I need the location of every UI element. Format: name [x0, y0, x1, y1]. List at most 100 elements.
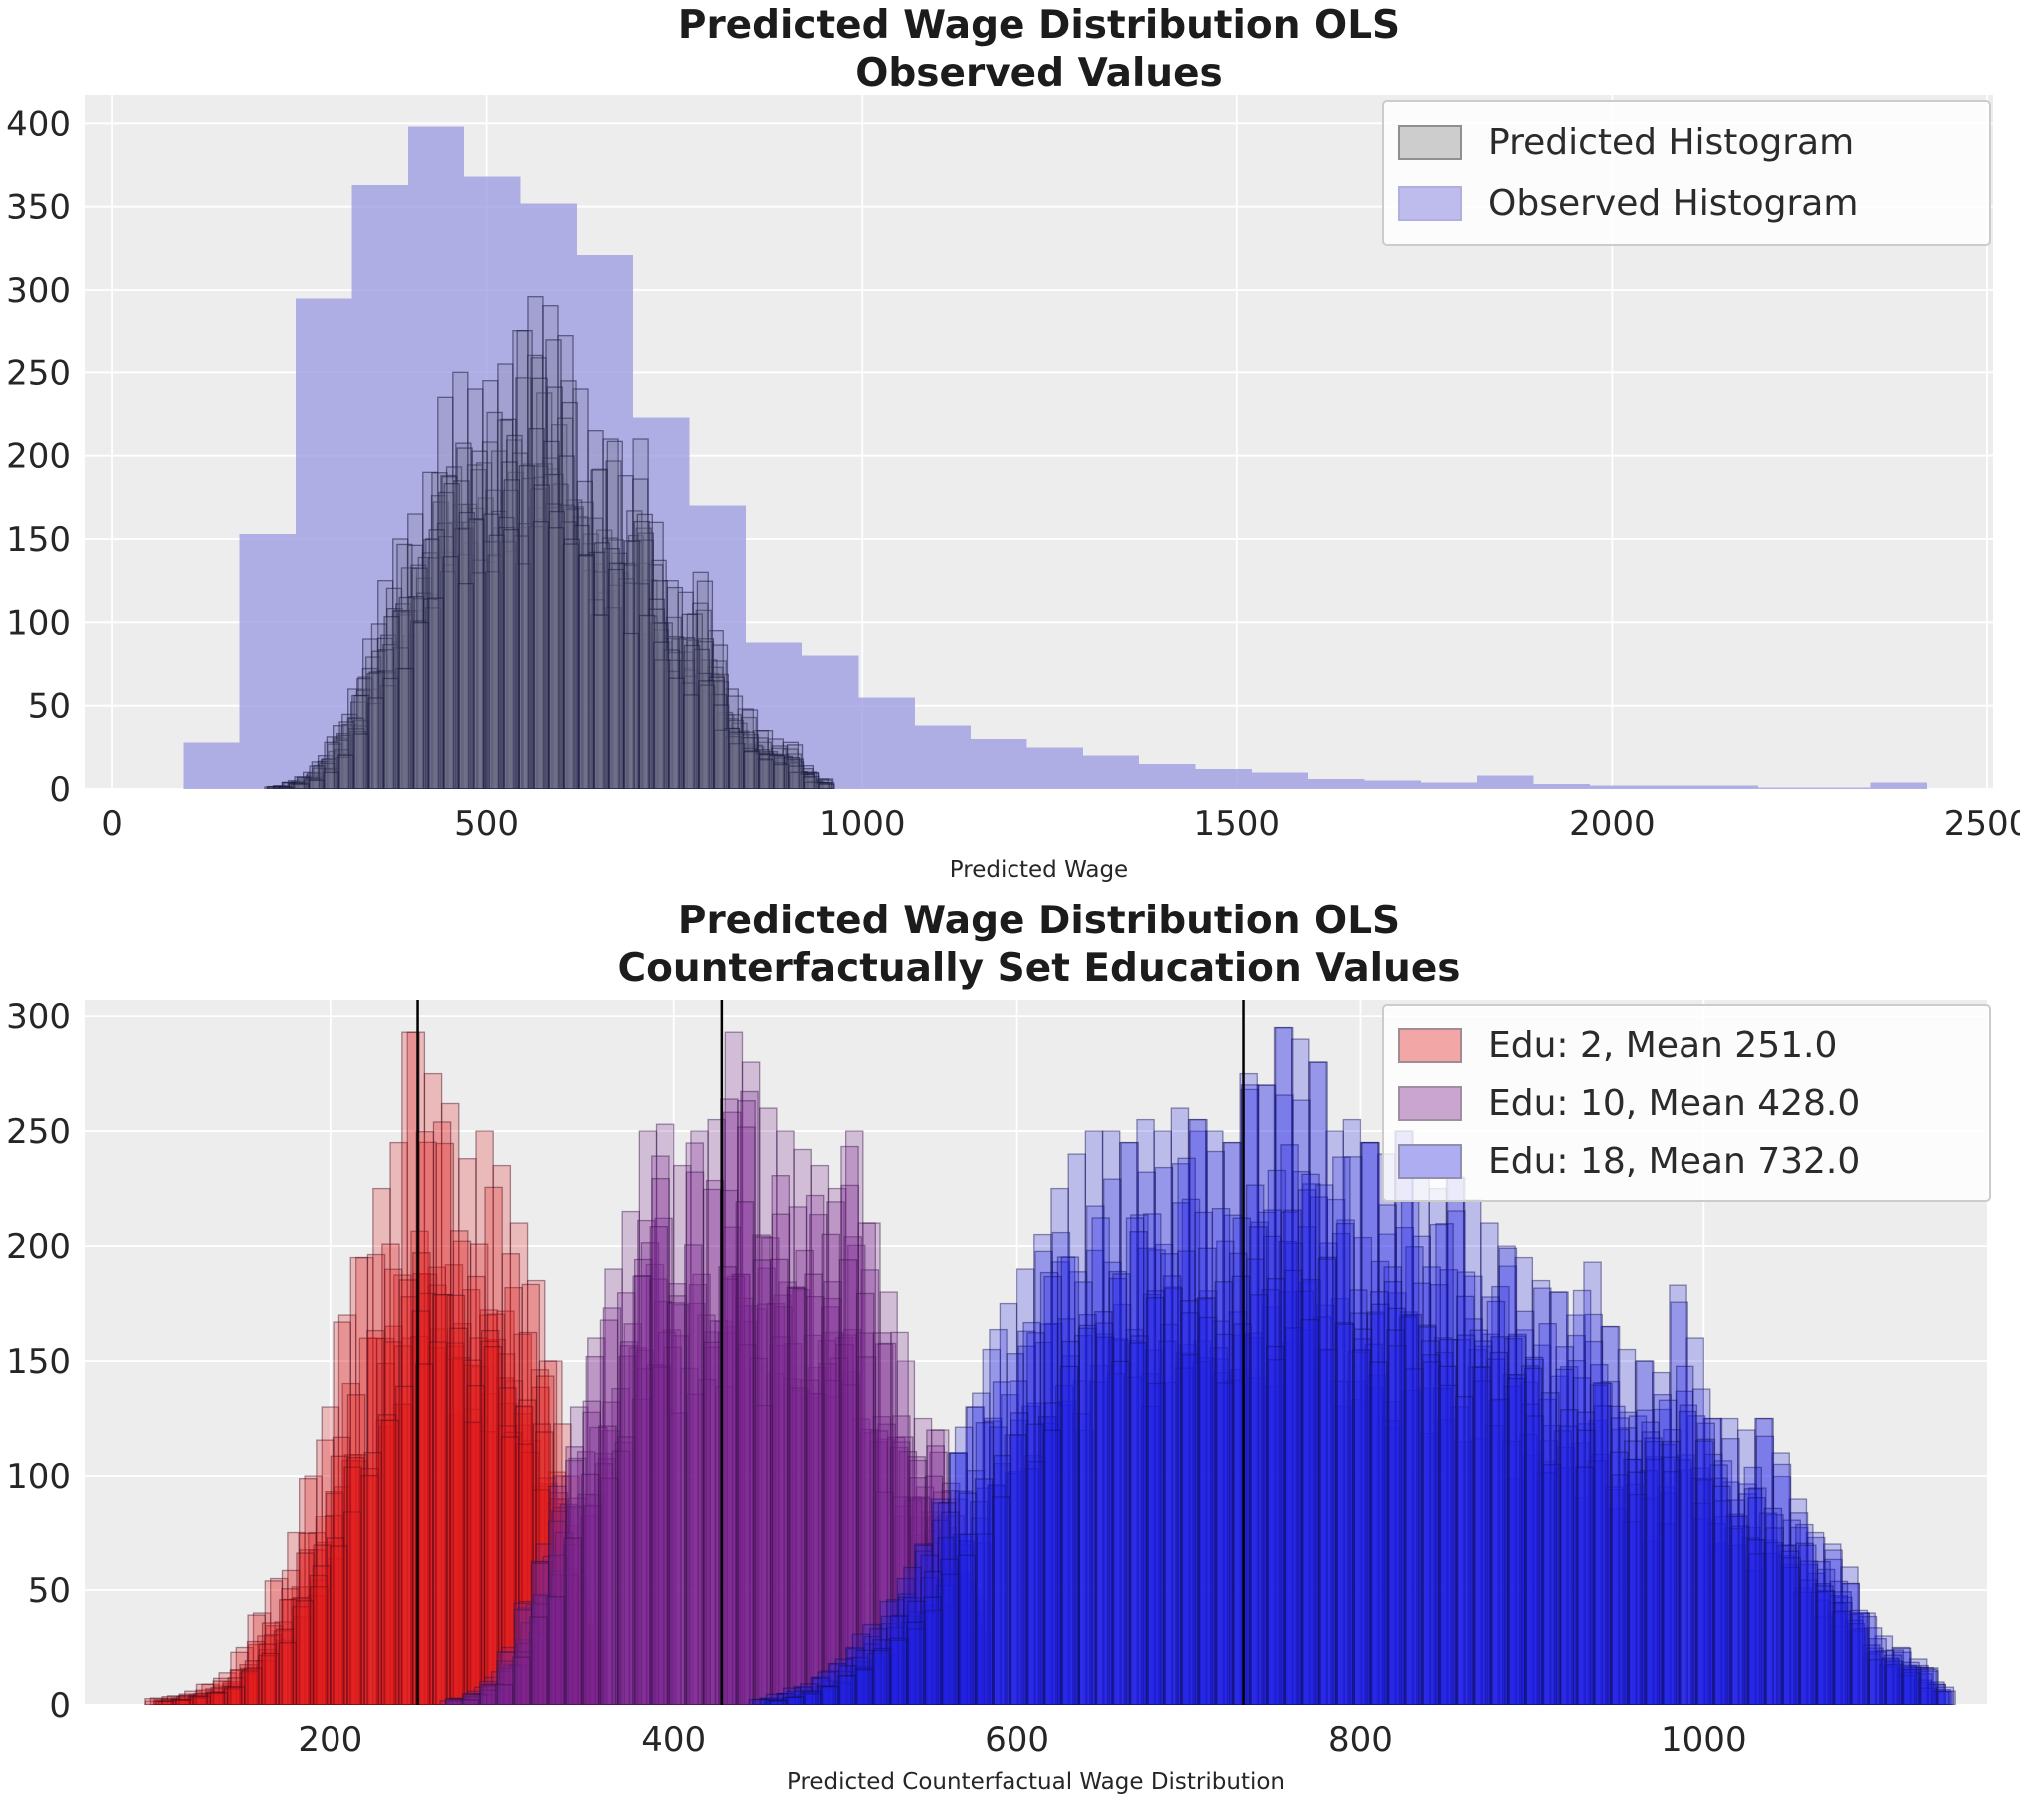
histogram-bar [504, 1380, 524, 1705]
histogram-bar [1765, 1514, 1784, 1705]
histogram-bar [768, 1700, 787, 1705]
top-chart-title-line2: Observed Values [855, 51, 1223, 96]
histogram-bar [957, 1554, 977, 1705]
histogram-bar [1583, 1261, 1602, 1705]
histogram-bar [1844, 1619, 1864, 1705]
histogram-bar [932, 1519, 951, 1705]
histogram-bar [948, 1452, 967, 1705]
histogram-bar [337, 1314, 357, 1705]
histogram-bar [1914, 1673, 1933, 1705]
histogram-bar [598, 1425, 617, 1705]
histogram-bar [592, 614, 610, 789]
histogram-bar [1137, 1247, 1157, 1705]
histogram-bar [1054, 1385, 1074, 1705]
histogram-bar [549, 1492, 569, 1705]
histogram-bar [445, 1698, 464, 1705]
histogram-bar [1125, 1217, 1145, 1705]
histogram-bar [546, 1596, 565, 1705]
histogram-bar [153, 1700, 172, 1705]
y-tick-label: 0 [49, 770, 71, 810]
histogram-bar [636, 1368, 656, 1705]
histogram-bar [663, 1346, 682, 1705]
histogram-bar [1875, 1650, 1895, 1705]
histogram-bar [576, 1451, 596, 1705]
histogram-bar [1659, 1492, 1679, 1705]
histogram-bar [515, 1424, 535, 1705]
histogram-bar [1335, 1222, 1355, 1705]
histogram-bar [946, 1572, 965, 1705]
histogram-bar [1709, 1464, 1728, 1705]
histogram-bar [1710, 1544, 1730, 1705]
histogram-bar [229, 1669, 249, 1705]
histogram-bar [827, 1187, 847, 1705]
histogram-bar [452, 1240, 472, 1705]
histogram-bar [358, 1475, 377, 1705]
histogram-bar [1639, 1469, 1659, 1705]
histogram-bar [773, 763, 790, 789]
histogram-bar [680, 1367, 699, 1705]
histogram-bar [547, 527, 565, 789]
histogram-bar [760, 1698, 779, 1705]
histogram-bar [1316, 1304, 1335, 1705]
histogram-bar [562, 543, 580, 789]
histogram-bar [811, 1677, 831, 1705]
histogram-bar [513, 1413, 532, 1705]
histogram-bar [1077, 1327, 1097, 1705]
histogram-bar [587, 1624, 607, 1705]
histogram-bar [1686, 1415, 1706, 1705]
histogram-bar [355, 1256, 374, 1705]
histogram-bar [1266, 1278, 1286, 1705]
histogram-bar [414, 1363, 434, 1705]
histogram-bar [924, 1570, 943, 1705]
histogram-bar [1314, 1184, 1334, 1705]
histogram-bar [515, 1639, 534, 1705]
histogram-bar [401, 1031, 420, 1705]
histogram-bar [949, 1452, 968, 1705]
histogram-bar [884, 1639, 904, 1705]
histogram-bar [1103, 1261, 1122, 1705]
histogram-bar [1146, 1290, 1166, 1705]
legend-item-edu-10: Edu: 10, Mean 428.0 [1398, 1074, 1975, 1132]
legend-item-edu-18: Edu: 18, Mean 732.0 [1398, 1132, 1975, 1190]
histogram-bar [631, 1398, 651, 1705]
histogram-bar [1382, 1400, 1401, 1705]
histogram-bar [553, 1423, 572, 1705]
histogram-bar [954, 1490, 974, 1705]
histogram-bar [1309, 1061, 1328, 1705]
histogram-bar [397, 667, 414, 789]
histogram-bar [1713, 1460, 1733, 1705]
histogram-bar [810, 1676, 830, 1705]
histogram-bar [886, 1436, 906, 1705]
histogram-bar [528, 1631, 548, 1705]
histogram-bar [382, 677, 399, 789]
histogram-bar [1006, 1353, 1024, 1705]
histogram-bar [1158, 1381, 1178, 1705]
histogram-bar [862, 1623, 881, 1705]
edu-2-swatch [1398, 1027, 1462, 1063]
histogram-bar [924, 1475, 944, 1705]
histogram-bar [1195, 1357, 1215, 1705]
histogram-bar [903, 1566, 922, 1705]
histogram-bar [713, 704, 730, 789]
histogram-bar [270, 1577, 289, 1705]
histogram-bar [638, 614, 656, 789]
histogram-bar [298, 1532, 317, 1705]
histogram-bar [1640, 1497, 1659, 1705]
histogram-bar [279, 1599, 298, 1705]
histogram-bar [1361, 1141, 1380, 1705]
histogram-bar [1464, 1275, 1483, 1705]
histogram-bar [1910, 1666, 1929, 1705]
histogram-bar [1548, 1291, 1568, 1705]
histogram-bar [1795, 1523, 1814, 1705]
histogram-bar [224, 1686, 243, 1705]
histogram-bar [1472, 1366, 1491, 1705]
histogram-bar [1197, 1297, 1216, 1705]
histogram-bar [1899, 1668, 1919, 1705]
histogram-bar [1074, 1281, 1093, 1705]
histogram-bar [1017, 1345, 1036, 1705]
histogram-bar [1776, 1544, 1795, 1705]
histogram-bar [166, 1695, 186, 1705]
histogram-bar [1158, 1340, 1177, 1705]
histogram-bar [467, 1275, 486, 1705]
histogram-bar [698, 680, 715, 789]
